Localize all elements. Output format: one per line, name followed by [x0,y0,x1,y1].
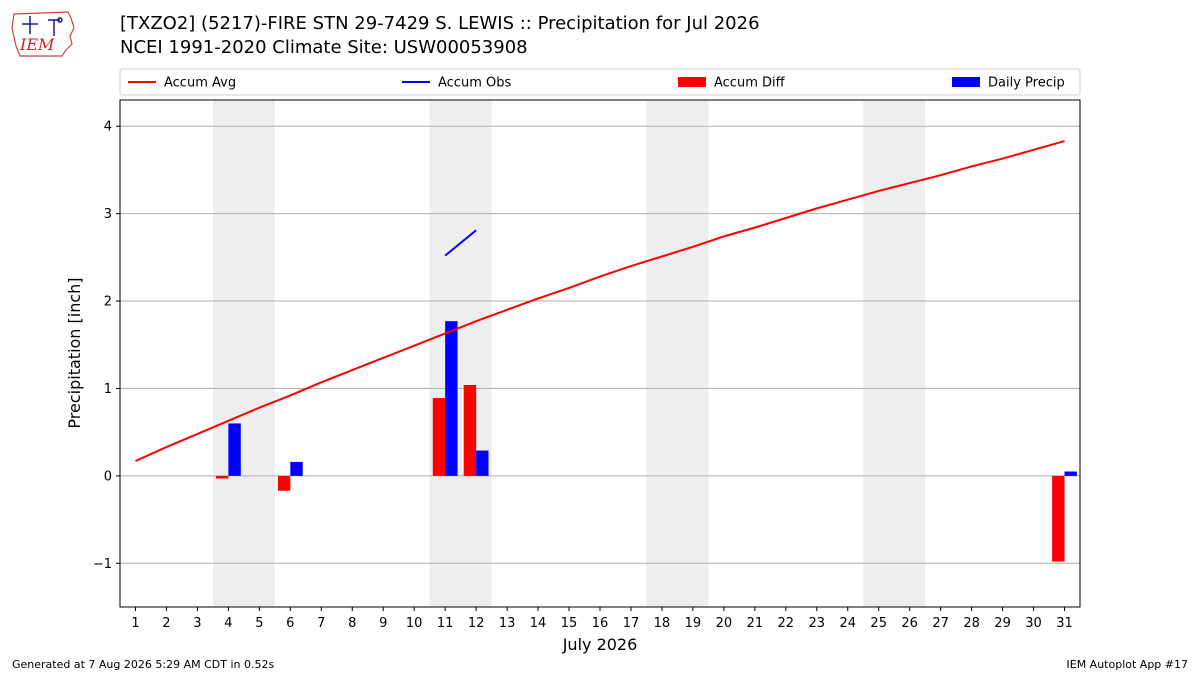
iem-logo: IEM [11,11,75,57]
x-tick-label: 5 [255,616,263,631]
y-tick-label: 2 [104,295,112,310]
x-tick-label: 18 [654,616,671,631]
x-tick-label: 23 [809,616,826,631]
x-tick-label: 6 [286,616,294,631]
daily-precip-bar-day-4 [228,423,241,476]
x-tick-label: 19 [685,616,702,631]
x-tick-label: 2 [162,616,170,631]
logo-text: IEM [19,35,55,54]
chart-subtitle: NCEI 1991-2020 Climate Site: USW00053908 [120,37,528,58]
legend-label-daily-precip: Daily Precip [988,76,1065,91]
x-tick-label: 7 [317,616,325,631]
daily-precip-bar-day-11 [445,321,458,476]
x-tick-label: 31 [1056,616,1073,631]
grid-lines [120,125,1080,564]
lines [135,140,1065,462]
x-tick-label: 3 [193,616,201,631]
x-tick-label: 16 [592,616,609,631]
x-axis-ticks: 1 2 3 4 5 6 7 8 9 10 11 12 13 14 15 16 17 18 19 20 21 22 23 24 2… [131,607,1073,631]
legend-label-accum-obs: Accum Obs [438,76,511,91]
x-tick-label: 22 [778,616,795,631]
weekend-band-0 [212,100,275,607]
x-tick-label: 8 [348,616,356,631]
x-tick-label: 15 [561,616,578,631]
bars [216,321,1077,562]
x-tick-label: 13 [499,616,516,631]
legend-box [119,68,1081,96]
y-axis-ticks: −1 0 1 2 3 4 [93,120,120,572]
x-tick-label: 11 [437,616,454,631]
accum-diff-bar-day-11 [432,398,446,476]
weekend-band-1 [429,100,492,607]
x-tick-label: 24 [839,616,856,631]
weekend-band-3 [863,100,926,607]
y-tick-label: −1 [93,557,112,572]
daily-precip-bar-day-12 [476,450,489,476]
weekend-band-2 [646,100,709,607]
x-tick-label: 26 [901,616,918,631]
x-tick-label: 9 [379,616,387,631]
daily-precip-bar-day-31 [1064,471,1077,476]
y-axis-label: Precipitation [inch] [65,277,84,428]
x-tick-label: 29 [994,616,1011,631]
legend-label-accum-avg: Accum Avg [164,76,236,91]
legend-swatch-accum-diff [678,77,706,87]
footer-generated: Generated at 7 Aug 2026 5:29 AM CDT in 0… [12,658,275,671]
legend-swatch-daily-precip [952,77,980,87]
y-tick-label: 0 [104,469,112,484]
accum-diff-bar-day-12 [463,384,477,476]
x-tick-label: 28 [963,616,980,631]
x-tick-label: 30 [1025,616,1042,631]
x-tick-label: 27 [932,616,949,631]
legend: Accum Avg Accum Obs Accum Diff Daily Precip [119,68,1081,96]
chart-title: [TXZO2] (5217)-FIRE STN 29-7429 S. LEWIS… [120,13,760,34]
x-tick-label: 20 [716,616,733,631]
x-tick-label: 12 [468,616,485,631]
x-tick-label: 4 [224,616,232,631]
accum-diff-bar-day-4 [216,475,229,479]
x-tick-label: 14 [530,616,547,631]
weekend-shading [212,100,926,607]
y-tick-label: 3 [104,207,112,222]
y-tick-label: 1 [104,382,112,397]
y-tick-label: 4 [104,120,112,135]
x-tick-label: 10 [406,616,423,631]
iowa-outline-icon [11,11,75,57]
footer-app: IEM Autoplot App #17 [1066,658,1189,671]
weather-instruments-icon [22,16,63,36]
accum-avg-line [135,140,1065,462]
legend-label-accum-diff: Accum Diff [714,76,786,91]
x-tick-label: 21 [747,616,764,631]
accum-diff-bar-day-6 [277,475,291,491]
x-tick-label: 25 [870,616,887,631]
x-tick-label: 1 [131,616,139,631]
accum-obs-line [444,229,477,257]
daily-precip-bar-day-6 [290,461,303,476]
accum-diff-bar-day-31 [1052,475,1065,562]
x-tick-label: 17 [623,616,640,631]
x-axis-label: July 2026 [562,635,638,654]
